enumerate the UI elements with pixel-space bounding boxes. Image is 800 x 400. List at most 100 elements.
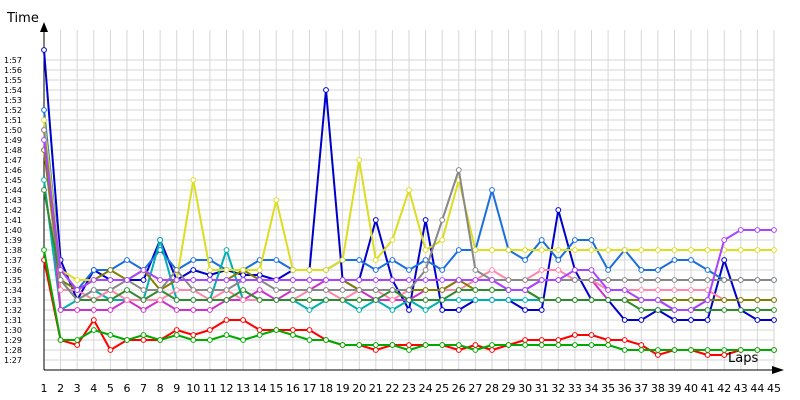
data-point [256,267,263,273]
data-point [256,277,263,283]
x-tick-label: 39 [667,382,681,395]
y-tick-label: 1:37 [4,256,22,265]
data-point [207,327,213,333]
data-point [323,87,329,93]
x-tick-label: 34 [585,382,599,395]
data-point [572,247,578,253]
data-point [704,277,711,283]
x-axis-arrow [772,366,784,374]
x-tick-label: 3 [74,382,81,395]
data-point [638,277,645,283]
data-point [621,337,628,343]
x-tick-label: 16 [286,382,300,395]
data-point [173,277,180,283]
data-point [455,287,462,293]
data-point [356,307,363,313]
data-point [621,297,628,303]
data-point [256,297,263,303]
data-point [306,287,313,293]
data-point [455,277,462,283]
data-point [522,307,528,313]
data-point [671,297,678,303]
data-point [389,287,396,293]
data-point [74,297,81,303]
data-point [605,277,611,283]
data-point [555,337,562,343]
x-tick-label: 20 [352,382,366,395]
data-point [754,307,761,313]
data-point [754,347,761,353]
data-point [671,277,678,283]
x-tick-label: 42 [717,382,731,395]
data-point [422,297,429,303]
y-tick-label: 1:27 [4,356,22,365]
data-point [422,247,429,253]
data-point [107,307,114,313]
data-point [190,287,197,293]
data-point [290,327,296,333]
data-point [190,307,197,313]
x-tick-label: 32 [551,382,565,395]
data-point [704,267,711,273]
y-axis-title: Time [6,11,39,26]
data-point [522,277,528,283]
data-point [655,352,661,358]
data-point [555,267,562,273]
data-point [638,287,645,293]
data-point [306,267,313,273]
data-point [472,297,479,303]
data-point [688,347,694,353]
data-point [173,287,180,293]
data-point [605,297,611,303]
data-point [57,277,64,283]
data-point [572,342,578,348]
data-point [588,247,595,253]
data-point [588,277,595,283]
x-tick-label: 37 [634,382,648,395]
data-point [372,287,379,293]
data-point [489,297,495,303]
data-point [306,327,313,333]
data-point [671,287,678,293]
data-point [588,332,595,338]
data-point [489,187,495,193]
data-point [273,287,280,293]
data-point [621,287,628,293]
data-point [223,317,230,323]
data-point [538,247,545,253]
y-tick-label: 1:53 [4,96,22,105]
data-point [190,332,197,338]
y-tick-label: 1:30 [4,326,22,335]
data-point [439,267,446,273]
y-tick-label: 1:56 [4,66,22,75]
data-point [538,307,545,313]
data-point [90,317,97,323]
data-point [107,347,114,353]
data-point [555,207,562,213]
data-point [41,247,47,253]
data-point [721,237,728,243]
data-point [306,297,313,303]
data-point [256,287,263,293]
series-12 [41,137,777,313]
data-point [704,307,711,313]
data-point [57,337,64,343]
data-point [90,267,97,273]
data-point [655,307,661,313]
data-point [207,337,213,343]
data-point [389,307,396,313]
y-tick-label: 1:43 [4,196,22,205]
data-point [124,257,130,263]
data-point [157,287,164,293]
data-point [356,157,363,163]
data-point [74,342,81,348]
data-point [107,277,114,283]
y-tick-label: 1:38 [4,246,22,255]
data-point [721,297,728,303]
data-point [538,342,545,348]
y-tick-label: 1:35 [4,276,22,285]
data-point [190,337,197,343]
data-point [704,297,711,303]
data-point [572,332,578,338]
data-point [439,277,446,283]
